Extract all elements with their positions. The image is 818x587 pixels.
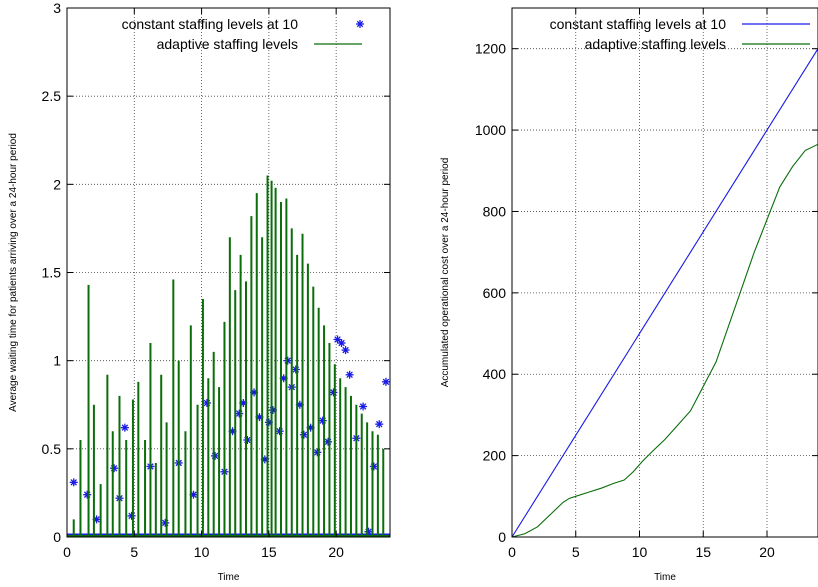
x-tick-label: 15 bbox=[261, 544, 277, 560]
x-axis-label: Time bbox=[654, 572, 676, 583]
y-tick-label: 1.5 bbox=[42, 265, 62, 281]
data-point bbox=[69, 478, 78, 487]
data-point bbox=[291, 365, 300, 374]
series-adaptive bbox=[511, 143, 818, 538]
plot-frame bbox=[511, 7, 818, 538]
y-axis-label: Accumulated operational cost over a 24-h… bbox=[440, 158, 451, 388]
x-tick-label: 20 bbox=[759, 544, 775, 560]
legend: constant staffing levels at 10 adaptive s… bbox=[550, 16, 810, 52]
legend-marker bbox=[356, 20, 364, 28]
x-tick-label: 0 bbox=[63, 544, 71, 560]
x-axis-label: Time bbox=[218, 572, 240, 583]
y-tick-label: 600 bbox=[483, 285, 507, 301]
data-point bbox=[110, 464, 119, 473]
data-point bbox=[359, 402, 368, 411]
y-tick-label: 800 bbox=[483, 203, 507, 219]
waiting-time-chart: 0 5 10 15 20 0 0.5 1 1.5 2 2.5 3 Time Average waiting… bbox=[8, 0, 391, 583]
legend: constant staffing levels at 10 adaptive s… bbox=[122, 16, 364, 52]
y-tick-label: 200 bbox=[483, 448, 507, 464]
y-tick-label: 2.5 bbox=[42, 88, 62, 104]
data-point bbox=[337, 339, 346, 348]
y-axis-label: Average waiting time for patients arrivi… bbox=[8, 133, 19, 412]
y-tick-label: 1200 bbox=[475, 41, 506, 57]
y-tick-label: 1 bbox=[53, 353, 61, 369]
x-tick-label: 0 bbox=[508, 544, 516, 560]
y-tick-label: 1000 bbox=[475, 122, 506, 138]
series-constant bbox=[511, 48, 818, 538]
data-point bbox=[161, 518, 170, 527]
data-point bbox=[211, 451, 220, 460]
data-point bbox=[324, 437, 333, 446]
data-point bbox=[283, 356, 292, 365]
x-tick-label: 5 bbox=[130, 544, 138, 560]
y-tick-label: 3 bbox=[53, 0, 61, 16]
grid bbox=[512, 8, 818, 537]
data-point bbox=[275, 427, 284, 436]
legend-label: constant staffing levels at 10 bbox=[550, 16, 727, 32]
data-point bbox=[318, 416, 327, 425]
data-point bbox=[369, 462, 378, 471]
legend-label: adaptive staffing levels bbox=[585, 36, 726, 52]
series-line bbox=[511, 143, 818, 538]
series-line bbox=[511, 48, 818, 538]
series-adaptive bbox=[67, 175, 390, 537]
data-point bbox=[83, 490, 92, 499]
data-point bbox=[202, 398, 211, 407]
y-tick-label: 2 bbox=[53, 176, 61, 192]
legend-label: adaptive staffing levels bbox=[157, 36, 298, 52]
data-point bbox=[243, 436, 252, 445]
x-tick-label: 5 bbox=[572, 544, 580, 560]
data-point bbox=[120, 423, 129, 432]
series-constant bbox=[67, 335, 390, 537]
x-tick-label: 15 bbox=[695, 544, 711, 560]
data-point bbox=[345, 370, 354, 379]
operational-cost-chart: 0 5 10 15 20020040060080010001200TimeAccumul… bbox=[440, 7, 818, 583]
y-tick-label: 0 bbox=[53, 529, 61, 545]
data-point bbox=[235, 409, 244, 418]
x-tick-label: 10 bbox=[632, 544, 648, 560]
grid bbox=[67, 8, 390, 537]
x-tick-label: 20 bbox=[328, 544, 344, 560]
data-point bbox=[329, 388, 338, 397]
data-point bbox=[381, 377, 390, 386]
y-tick-label: 0 bbox=[498, 529, 506, 545]
legend-label: constant staffing levels at 10 bbox=[122, 16, 299, 32]
y-tick-label: 0.5 bbox=[42, 441, 62, 457]
y-tick-label: 400 bbox=[483, 366, 507, 382]
data-point bbox=[313, 448, 322, 457]
data-point bbox=[341, 346, 350, 355]
x-tick-label: 10 bbox=[194, 544, 210, 560]
data-point bbox=[375, 420, 384, 429]
data-point bbox=[299, 430, 308, 439]
